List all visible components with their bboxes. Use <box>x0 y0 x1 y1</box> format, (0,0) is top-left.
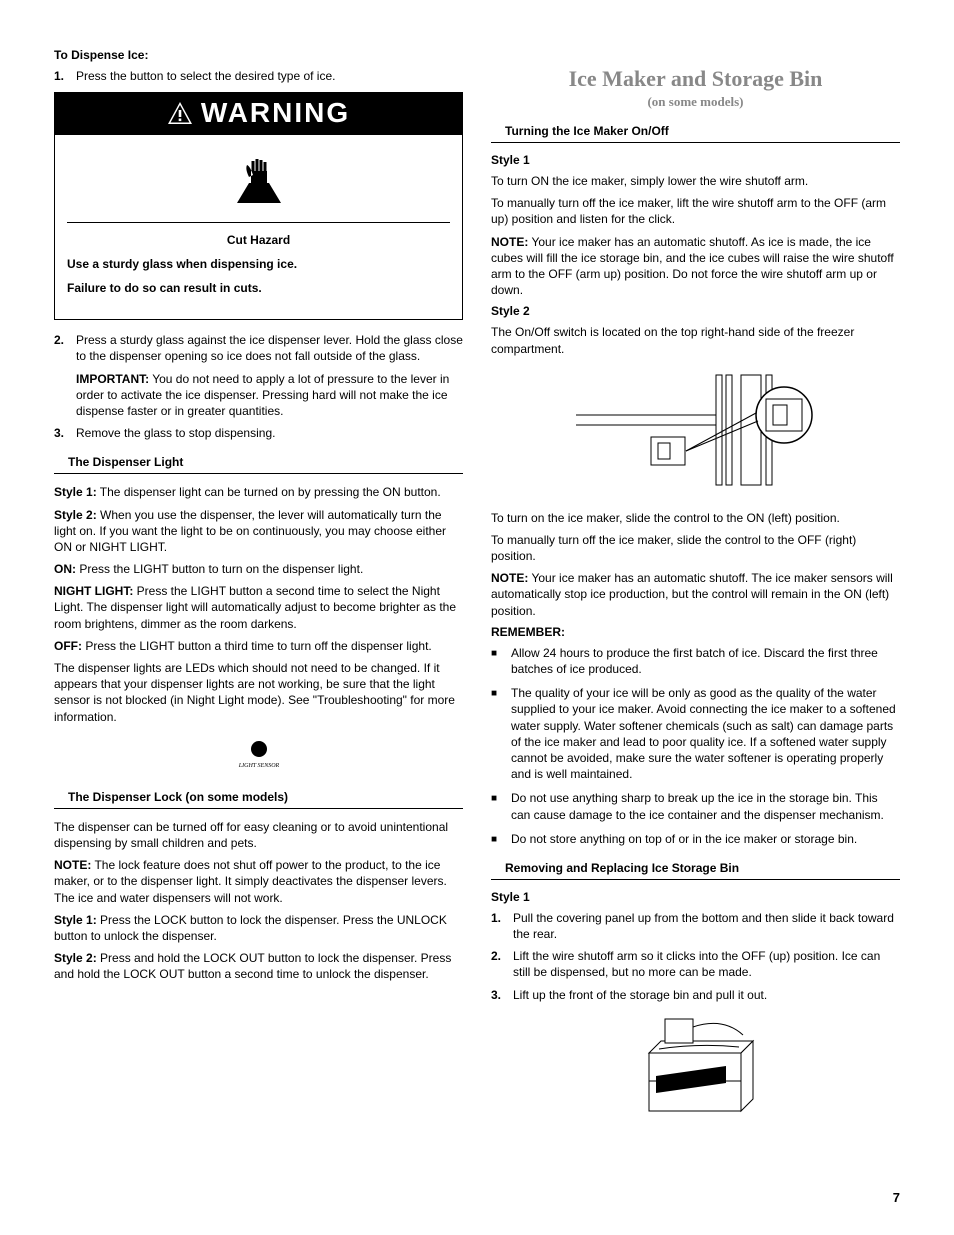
important-note: IMPORTANT: You do not need to apply a lo… <box>76 371 463 420</box>
list-item: ■The quality of your ice will be only as… <box>491 685 900 782</box>
body-text: ON: Press the LIGHT button to turn on th… <box>54 561 463 577</box>
warning-line-1: Use a sturdy glass when dispensing ice. <box>67 257 450 271</box>
warning-body: Cut Hazard Use a sturdy glass when dispe… <box>55 135 462 319</box>
list-item: ■Do not use anything sharp to break up t… <box>491 790 900 822</box>
list-item: 2. Press a sturdy glass against the ice … <box>54 332 463 419</box>
body-text: NOTE: Your ice maker has an automatic sh… <box>491 570 900 619</box>
right-column: Ice Maker and Storage Bin (on some model… <box>491 48 900 1195</box>
body-text: The dispenser can be turned off for easy… <box>54 819 463 851</box>
style2-heading: Style 2 <box>491 304 900 318</box>
body-text: Style 1: The dispenser light can be turn… <box>54 484 463 500</box>
body-text: NOTE: The lock feature does not shut off… <box>54 857 463 906</box>
page-number: 7 <box>893 1190 900 1205</box>
storage-bin-diagram <box>491 1011 900 1124</box>
hand-icon <box>67 145 450 223</box>
style1-heading: Style 1 <box>491 153 900 167</box>
body-text: NIGHT LIGHT: Press the LIGHT button a se… <box>54 583 463 632</box>
remove-steps: 1.Pull the covering panel up from the bo… <box>491 910 900 1003</box>
list-item: 2.Lift the wire shutoff arm so it clicks… <box>491 948 900 980</box>
list-item: ■Do not store anything on top of or in t… <box>491 831 900 847</box>
body-text: To manually turn off the ice maker, slid… <box>491 532 900 564</box>
list-item: 3.Remove the glass to stop dispensing. <box>54 425 463 441</box>
remove-bin-title: Removing and Replacing Ice Storage Bin <box>491 861 900 880</box>
body-text: NOTE: Your ice maker has an automatic sh… <box>491 234 900 299</box>
freezer-switch-diagram <box>491 365 900 498</box>
remove-style1-heading: Style 1 <box>491 890 900 904</box>
body-text: The On/Off switch is located on the top … <box>491 324 900 356</box>
left-column: To Dispense Ice: 1.Press the button to s… <box>54 48 463 1195</box>
body-text: OFF: Press the LIGHT button a third time… <box>54 638 463 654</box>
body-text: To turn on the ice maker, slide the cont… <box>491 510 900 526</box>
alert-icon <box>167 101 193 125</box>
list-item: ■Allow 24 hours to produce the first bat… <box>491 645 900 677</box>
list-item: 1.Press the button to select the desired… <box>54 68 463 84</box>
warning-line-2: Failure to do so can result in cuts. <box>67 281 450 295</box>
dispense-steps-1: 1.Press the button to select the desired… <box>54 68 463 84</box>
list-item: 3.Lift up the front of the storage bin a… <box>491 987 900 1003</box>
body-text: To turn ON the ice maker, simply lower t… <box>491 173 900 189</box>
dispenser-lock-title: The Dispenser Lock (on some models) <box>54 790 463 809</box>
list-item: 1.Pull the covering panel up from the bo… <box>491 910 900 942</box>
dispense-ice-heading: To Dispense Ice: <box>54 48 463 62</box>
dispense-steps-2: 2. Press a sturdy glass against the ice … <box>54 332 463 441</box>
body-text: The dispenser lights are LEDs which shou… <box>54 660 463 725</box>
warning-header: WARNING <box>55 93 462 135</box>
warning-box: WARNING Cut Hazard Use a sturdy glass wh… <box>54 92 463 320</box>
remember-heading: REMEMBER: <box>491 625 900 639</box>
body-text: Style 2: Press and hold the LOCK OUT but… <box>54 950 463 982</box>
body-text: Style 1: Press the LOCK button to lock t… <box>54 912 463 944</box>
light-sensor-icon: LIGHT SENSOR <box>54 733 463 776</box>
page: To Dispense Ice: 1.Press the button to s… <box>0 0 954 1235</box>
ice-maker-subtitle: (on some models) <box>491 94 900 110</box>
dispenser-light-title: The Dispenser Light <box>54 455 463 474</box>
warning-header-text: WARNING <box>201 97 350 129</box>
body-text: To manually turn off the ice maker, lift… <box>491 195 900 227</box>
body-text: Style 2: When you use the dispenser, the… <box>54 507 463 556</box>
onoff-title: Turning the Ice Maker On/Off <box>491 124 900 143</box>
remember-list: ■Allow 24 hours to produce the first bat… <box>491 645 900 847</box>
ice-maker-title: Ice Maker and Storage Bin <box>491 66 900 92</box>
warning-hazard-title: Cut Hazard <box>67 233 450 247</box>
svg-text:LIGHT SENSOR: LIGHT SENSOR <box>237 763 279 769</box>
